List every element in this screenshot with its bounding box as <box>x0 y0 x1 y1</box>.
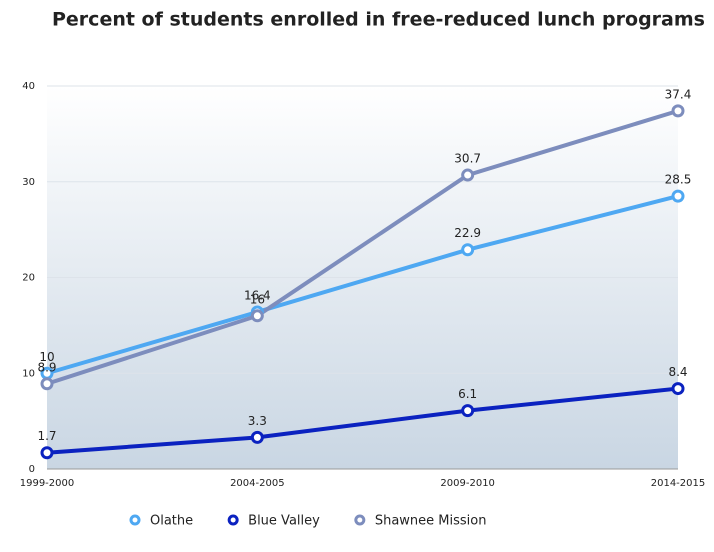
point <box>250 309 264 323</box>
legend-label: Olathe <box>150 514 193 529</box>
series-line <box>46 386 679 455</box>
point <box>250 430 264 444</box>
legend-marker <box>354 514 366 526</box>
data-label: 30.7 <box>454 152 481 166</box>
series-line <box>46 108 679 386</box>
data-label: 16 <box>250 292 265 306</box>
point <box>671 104 685 118</box>
point <box>671 189 685 203</box>
y-tick-label: 40 <box>22 81 35 92</box>
data-label: 37.4 <box>665 87 692 101</box>
point <box>461 243 475 257</box>
legend-marker <box>129 514 141 526</box>
chart-title: Percent of students enrolled in free-red… <box>52 9 705 31</box>
data-label: 8.9 <box>37 360 56 374</box>
series-line <box>46 194 679 376</box>
legend-label: Shawnee Mission <box>375 514 487 529</box>
x-tick-label: 2014-2015 <box>651 478 706 489</box>
y-tick-label: 30 <box>22 177 35 188</box>
legend-marker <box>227 514 239 526</box>
y-tick-label: 10 <box>22 368 35 379</box>
x-tick-label: 2004-2005 <box>230 478 285 489</box>
legend-label: Blue Valley <box>248 514 320 529</box>
data-label: 3.3 <box>248 414 267 428</box>
data-label: 22.9 <box>454 226 481 240</box>
point <box>461 404 475 418</box>
point <box>40 377 54 391</box>
point <box>671 382 685 396</box>
point <box>40 446 54 460</box>
data-label: 28.5 <box>665 173 692 187</box>
data-label: 10 <box>39 350 54 364</box>
data-label: 6.1 <box>458 387 477 401</box>
x-tick-label: 1999-2000 <box>20 478 75 489</box>
data-label: 1.7 <box>37 429 56 443</box>
y-tick-label: 20 <box>22 273 35 284</box>
y-tick-label: 0 <box>29 464 35 475</box>
x-tick-label: 2009-2010 <box>440 478 495 489</box>
point <box>461 168 475 182</box>
data-label: 8.4 <box>668 365 687 379</box>
data-label: 16.4 <box>244 288 271 302</box>
